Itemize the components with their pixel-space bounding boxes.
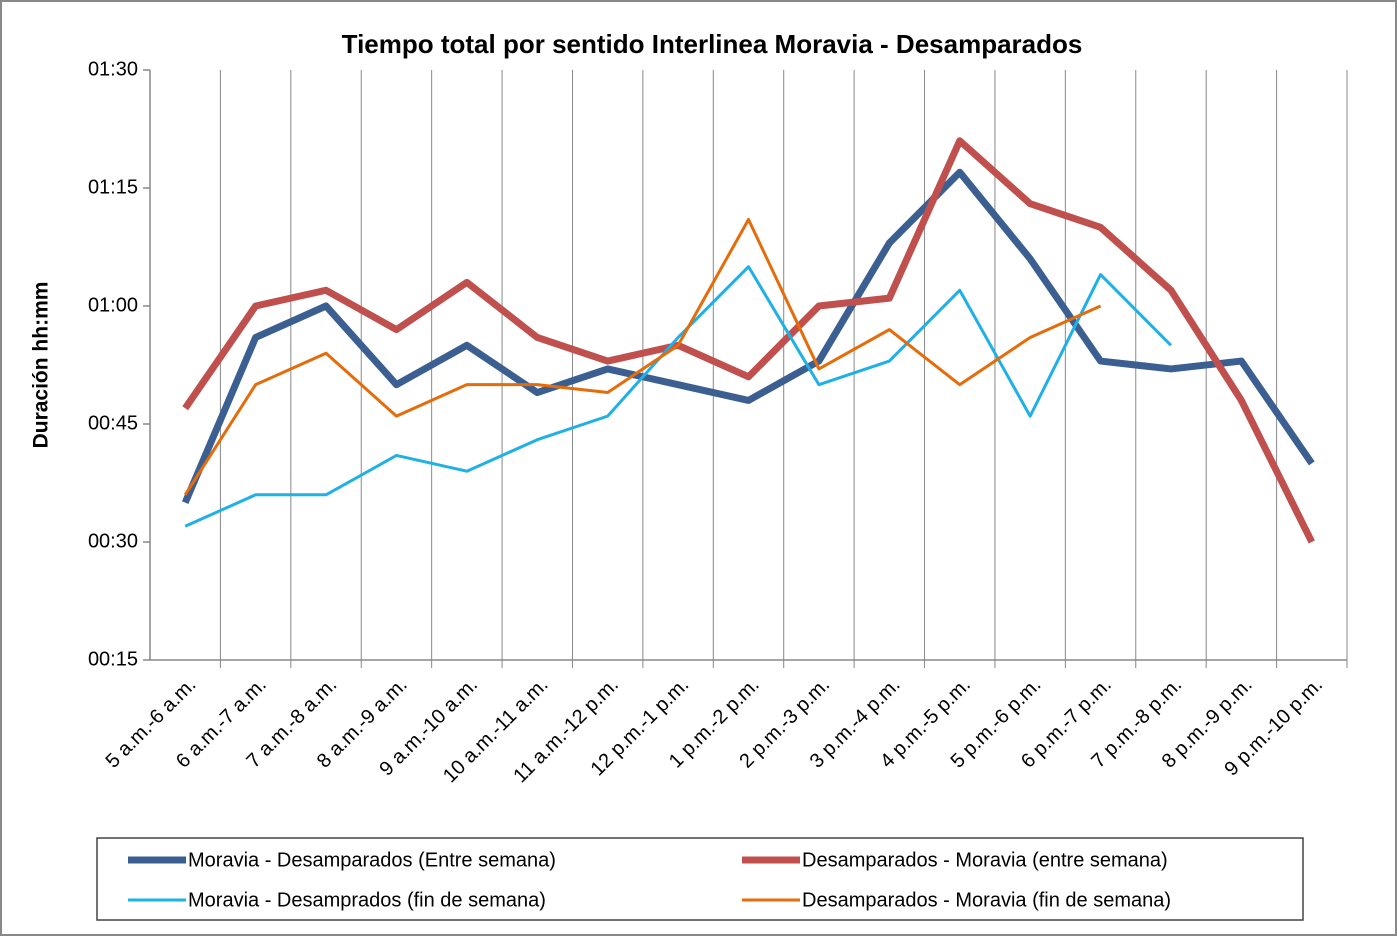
y-tick-label: 01:30 [88, 58, 138, 80]
y-tick-label: 00:45 [88, 412, 138, 434]
series-line [183, 217, 1102, 496]
y-tick-label: 01:00 [88, 294, 138, 316]
legend-label: Desamparados - Moravia (entre semana) [802, 849, 1168, 871]
legend-label: Desamparados - Moravia (fin de semana) [802, 889, 1171, 911]
series-line [184, 265, 1173, 528]
y-tick-label: 01:15 [88, 176, 138, 198]
legend [96, 837, 1304, 921]
y-axis-label: Duración hh:mm [30, 282, 53, 449]
series-line [181, 168, 1315, 505]
series-line [182, 137, 1315, 544]
chart-title: Tiempo total por sentido Interlinea Mora… [342, 29, 1083, 59]
y-tick-label: 00:30 [88, 530, 138, 552]
y-tick-label: 00:15 [88, 648, 138, 670]
legend-label: Moravia - Desamprados (fin de semana) [188, 889, 546, 911]
legend-label: Moravia - Desamparados (Entre semana) [188, 849, 556, 871]
